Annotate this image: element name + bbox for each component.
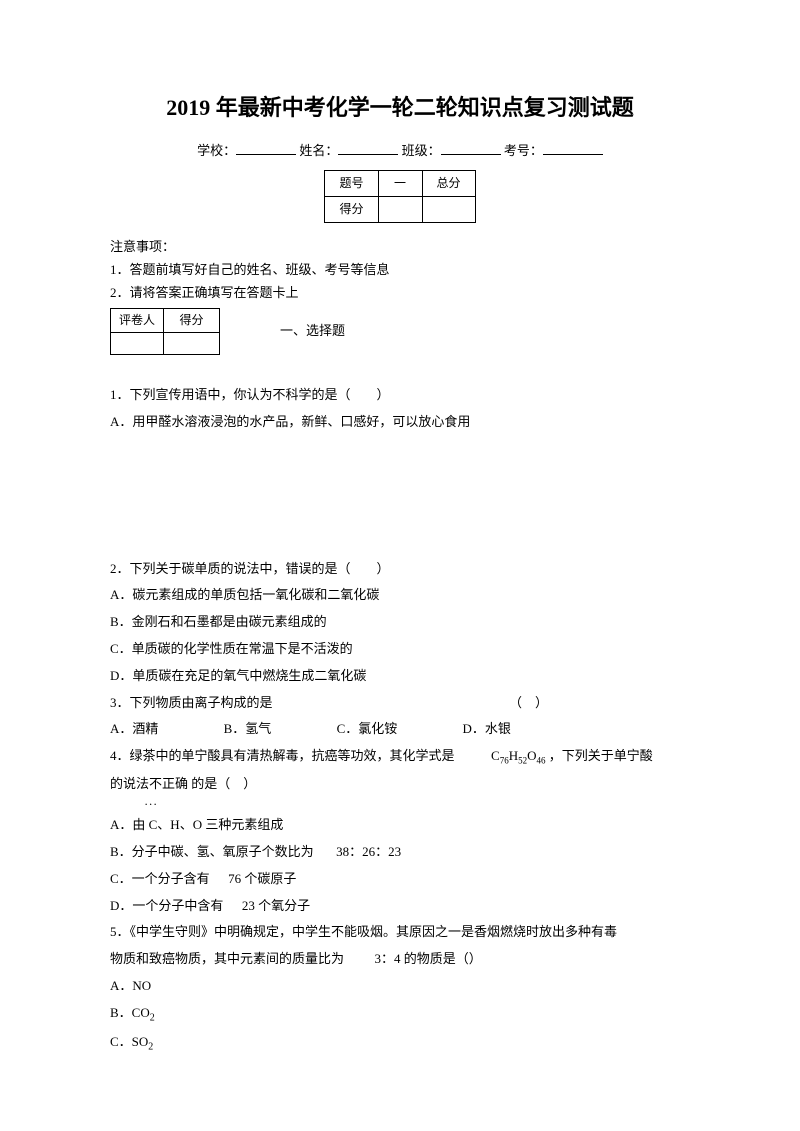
examno-label: 考号： xyxy=(504,143,543,158)
q1-stem: 1．下列宣传用语中，你认为不科学的是（ ） xyxy=(110,385,690,406)
notice-item-1: 1．答题前填写好自己的姓名、班级、考号等信息 xyxy=(110,260,690,281)
grader-table: 评卷人 得分 xyxy=(110,308,220,355)
class-label: 班级： xyxy=(402,143,441,158)
notice-heading: 注意事项： xyxy=(110,237,690,258)
q3-stem: 3．下列物质由离子构成的是 （ ） xyxy=(110,693,690,714)
q2-c: C．单质碳的化学性质在常温下是不活泼的 xyxy=(110,639,690,660)
q5-b: B．CO2 xyxy=(110,1003,690,1027)
q2-stem: 2．下列关于碳单质的说法中，错误的是（ ） xyxy=(110,559,690,580)
q3-b: B．氢气 xyxy=(224,719,272,740)
score-h3: 总分 xyxy=(422,170,475,196)
q2-d: D．单质碳在充足的氧气中燃烧生成二氧化碳 xyxy=(110,666,690,687)
q5-c: C．SO2 xyxy=(110,1032,690,1056)
score-r2c1: 得分 xyxy=(325,197,378,223)
q4-d: D．一个分子中含有 23 个氧分子 xyxy=(110,896,690,917)
school-label: 学校： xyxy=(197,143,236,158)
examno-blank xyxy=(543,141,603,155)
q3-c: C．氯化铵 xyxy=(337,719,398,740)
grader-e1 xyxy=(111,332,164,354)
q2-a: A．碳元素组成的单质包括一氧化碳和二氧化碳 xyxy=(110,585,690,606)
q4-stem-line2: 的说法不正确 的是（ ） xyxy=(110,774,690,795)
q5-stem-line2: 物质和致癌物质，其中元素间的质量比为 3：4 的物质是（） xyxy=(110,949,690,970)
section-label: 一、选择题 xyxy=(280,321,345,342)
q1-a: A．用甲醛水溶液浸泡的水产品，新鲜、口感好，可以放心食用 xyxy=(110,412,690,433)
class-blank xyxy=(441,141,501,155)
q4-stem-line1: 4．绿茶中的单宁酸具有清热解毒，抗癌等功效，其化学式是 C76H52O46 ，下… xyxy=(110,746,690,768)
grader-e2 xyxy=(164,332,220,354)
q3-stem-b: （ ） xyxy=(509,695,548,710)
q2-b: B．金刚石和石墨都是由碳元素组成的 xyxy=(110,612,690,633)
grader-c1: 评卷人 xyxy=(111,308,164,332)
q4-stem-a: 4．绿茶中的单宁酸具有清热解毒，抗癌等功效，其化学式是 xyxy=(110,748,455,763)
q5-a: A．NO xyxy=(110,976,690,997)
score-h2: 一 xyxy=(378,170,422,196)
score-r2c3 xyxy=(422,197,475,223)
student-info-line: 学校： 姓名： 班级： 考号： xyxy=(110,141,690,162)
q5-stem-line1: 5．《中学生守则》中明确规定，中学生不能吸烟。其原因之一是香烟燃烧时放出多种有毒 xyxy=(110,922,690,943)
q4-b: B．分子中碳、氢、氧原子个数比为 38：26：23 xyxy=(110,842,690,863)
name-label: 姓名： xyxy=(299,143,338,158)
q4-formula: C76H52O46 xyxy=(491,748,549,763)
q4-c: C．一个分子含有 76 个碳原子 xyxy=(110,869,690,890)
score-r2c2 xyxy=(378,197,422,223)
q4-a: A．由 C、H、O 三种元素组成 xyxy=(110,815,690,836)
school-blank xyxy=(236,141,296,155)
score-table: 题号 一 总分 得分 xyxy=(324,170,475,223)
q3-stem-a: 3．下列物质由离子构成的是 xyxy=(110,695,273,710)
q3-a: A．酒精 xyxy=(110,719,158,740)
page-title: 2019 年最新中考化学一轮二轮知识点复习测试题 xyxy=(110,90,690,125)
q3-options: A．酒精 B．氢气 C．氯化铵 D．水银 xyxy=(110,719,690,740)
q3-d: D．水银 xyxy=(462,719,510,740)
score-h1: 题号 xyxy=(325,170,378,196)
q4-emphasis-dots: ．．． xyxy=(144,795,690,809)
q4-stem-b: ，下列关于单宁酸 xyxy=(549,748,653,763)
grader-c2: 得分 xyxy=(164,308,220,332)
name-blank xyxy=(338,141,398,155)
notice-item-2: 2．请将答案正确填写在答题卡上 xyxy=(110,283,690,304)
